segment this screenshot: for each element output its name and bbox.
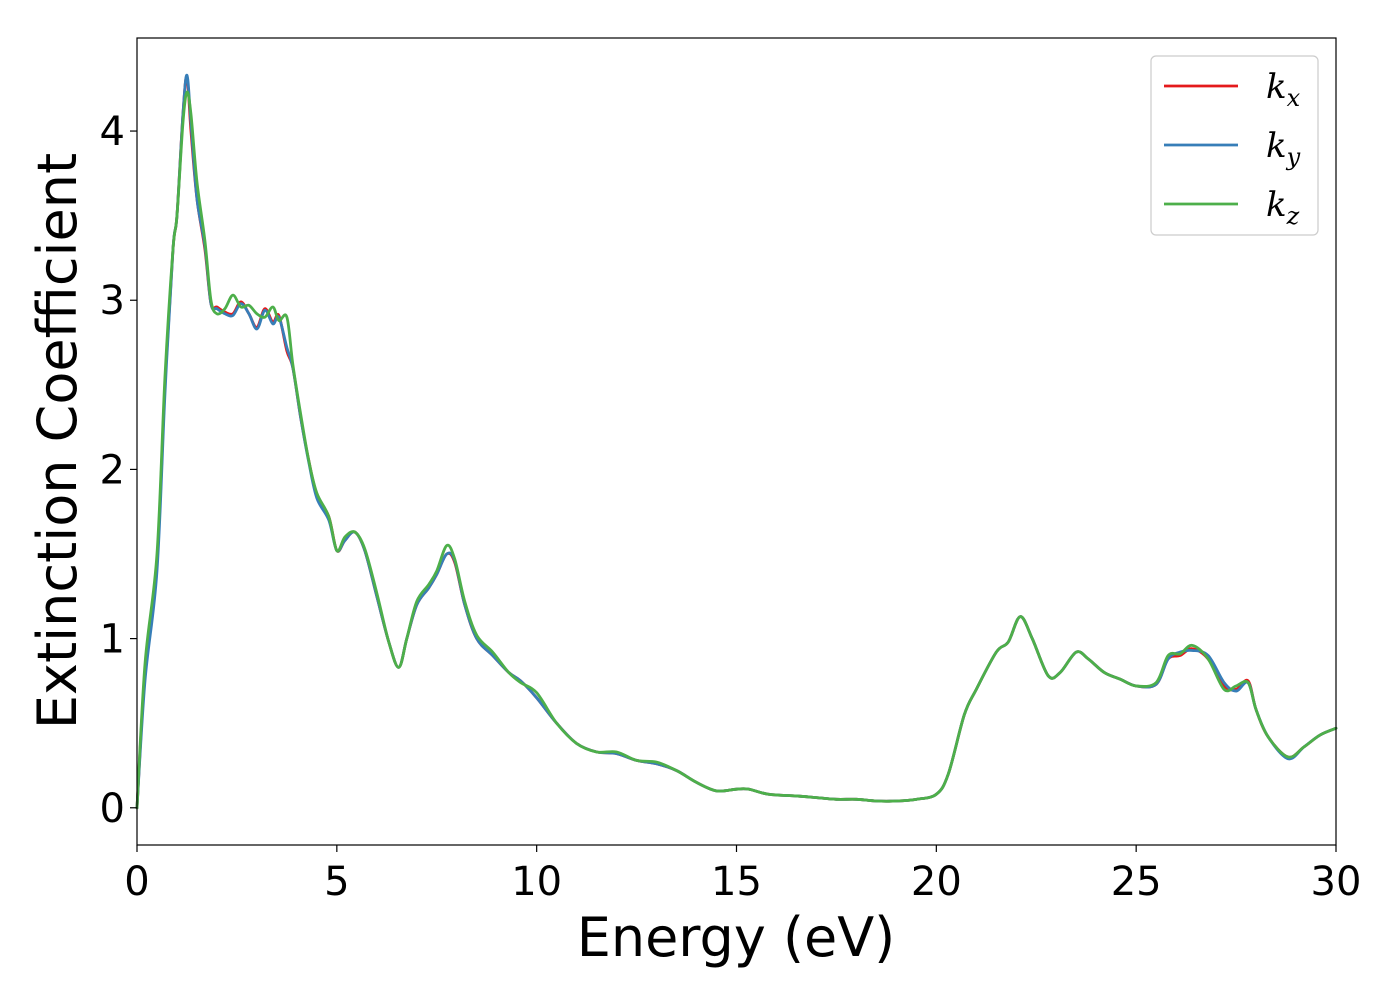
y-axis-title: Extinction Coefficient <box>26 153 89 729</box>
x-axis-title: Energy (eV) <box>577 906 896 969</box>
x-tick-label: 15 <box>711 859 762 905</box>
x-tick-label: 0 <box>124 859 149 905</box>
y-tick-label: 4 <box>100 109 125 155</box>
y-tick-label: 3 <box>100 278 125 324</box>
legend-label-z: kz <box>1266 185 1300 230</box>
y-tick-label: 1 <box>100 617 125 663</box>
y-tick-label: 2 <box>100 447 125 493</box>
plot-background <box>137 38 1336 845</box>
legend-label-x: kx <box>1266 67 1301 112</box>
y-axis-ticks: 0 1 2 3 4 <box>100 109 137 832</box>
legend: kx ky kz <box>1150 55 1319 236</box>
x-tick-label: 5 <box>324 859 349 905</box>
series-line-z <box>135 90 1338 810</box>
x-tick-label: 30 <box>1311 859 1362 905</box>
x-axis-ticks: 0 5 10 15 20 25 30 <box>124 845 1361 905</box>
legend-label-y: ky <box>1266 126 1301 171</box>
x-tick-label: 20 <box>911 859 962 905</box>
y-tick-label: 0 <box>100 786 125 832</box>
x-tick-label: 10 <box>511 859 562 905</box>
series-layer <box>135 73 1338 810</box>
x-tick-label: 25 <box>1111 859 1162 905</box>
